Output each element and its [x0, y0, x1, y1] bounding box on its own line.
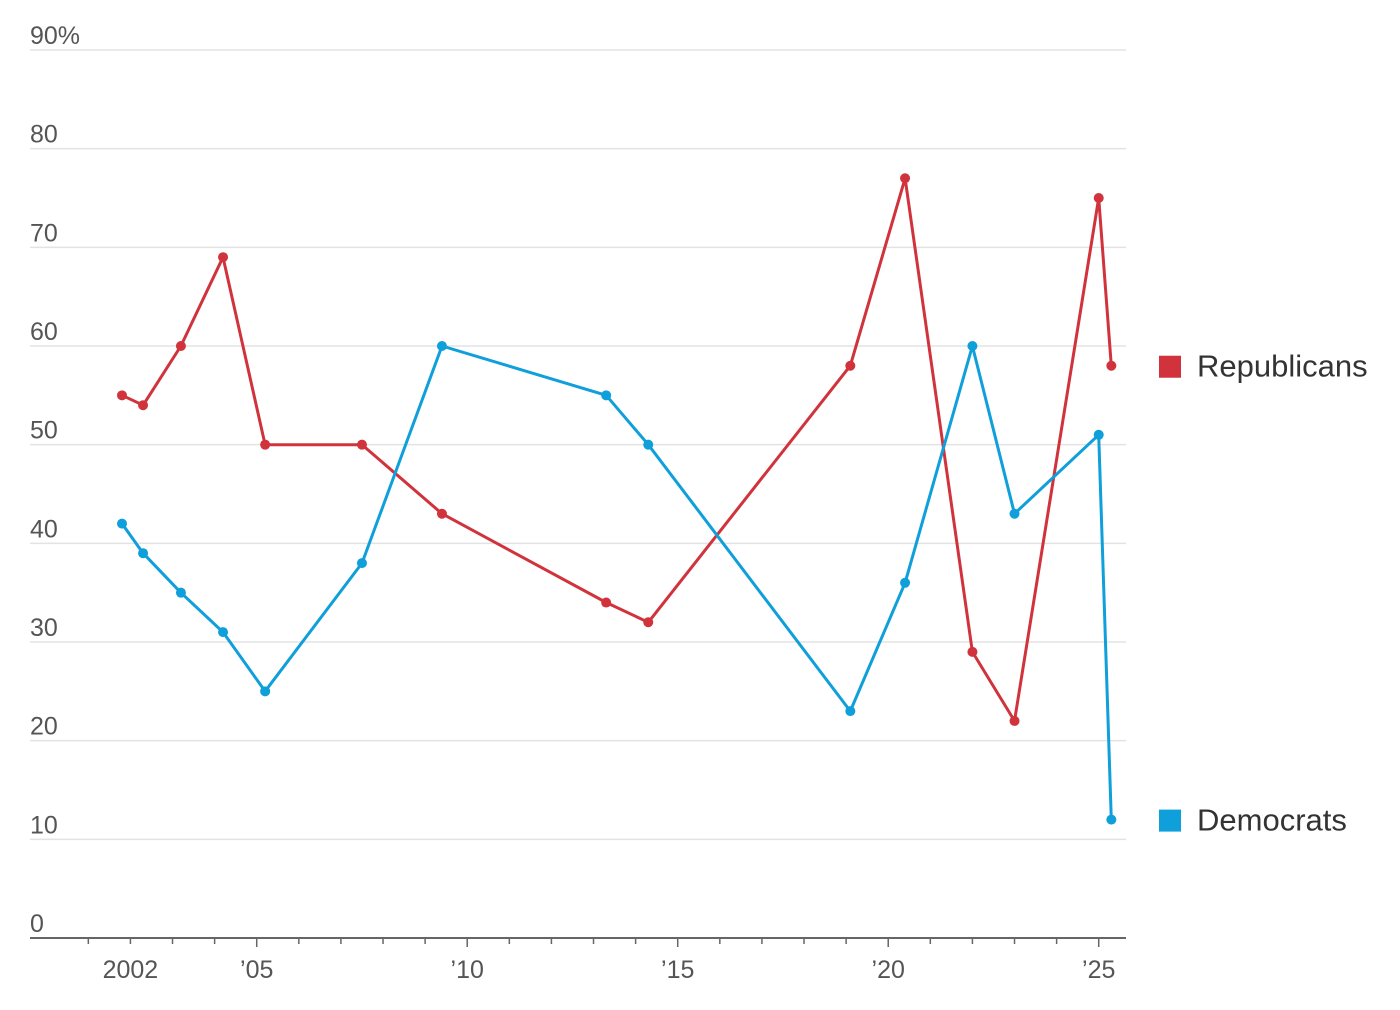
data-point-democrats — [218, 627, 229, 638]
data-point-republicans — [845, 360, 856, 371]
data-point-democrats — [138, 548, 149, 559]
data-point-democrats — [643, 439, 654, 450]
data-point-republicans — [601, 597, 612, 608]
data-point-democrats — [1106, 814, 1117, 825]
x-tick-label: ’10 — [451, 956, 484, 984]
x-tick-label: ’20 — [872, 956, 905, 984]
gridlines — [30, 49, 1126, 841]
data-point-republicans — [436, 508, 447, 519]
data-point-republicans — [175, 341, 186, 351]
data-point-democrats — [117, 518, 127, 529]
y-tick-label: 30 — [30, 614, 58, 642]
y-tick-label: 0 — [30, 910, 44, 938]
y-axis-tick-labels: 0 10 20 30 40 50 60 70 80 90% — [30, 22, 80, 938]
y-tick-label: 20 — [30, 713, 58, 741]
data-point-republicans — [356, 439, 367, 450]
data-point-republicans — [1009, 715, 1020, 726]
x-tick-label: 2002 — [103, 956, 159, 984]
data-point-republicans — [643, 617, 654, 628]
x-tick-label: ’05 — [240, 956, 273, 984]
data-point-republicans — [117, 390, 127, 401]
data-point-republicans — [967, 646, 978, 657]
data-point-democrats — [175, 587, 186, 598]
data-point-republicans — [1106, 360, 1117, 371]
data-point-republicans — [900, 173, 911, 184]
x-tick-label: ’25 — [1082, 956, 1115, 984]
data-point-democrats — [900, 577, 911, 588]
data-point-democrats — [1093, 429, 1104, 440]
y-tick-label: 60 — [30, 318, 58, 346]
data-point-republicans — [138, 400, 149, 411]
data-point-democrats — [1009, 508, 1020, 519]
data-point-democrats — [260, 686, 271, 697]
series-lines — [117, 173, 1117, 825]
y-tick-label: 40 — [30, 515, 58, 543]
data-point-democrats — [967, 341, 978, 351]
x-axis: 2002 ’05 ’10 ’15 ’20 ’25 — [30, 937, 1126, 984]
legend-label-republicans: Republicans — [1197, 349, 1368, 384]
y-tick-label: 80 — [30, 121, 58, 149]
y-tick-label: 90% — [30, 22, 80, 50]
y-tick-label: 10 — [30, 811, 58, 839]
data-point-republicans — [1093, 193, 1104, 203]
data-point-democrats — [356, 558, 367, 569]
legend: Republicans Democrats — [1159, 349, 1368, 838]
data-point-democrats — [436, 341, 447, 351]
y-tick-label: 70 — [30, 219, 58, 247]
legend-swatch-republicans — [1159, 355, 1181, 378]
y-tick-label: 50 — [30, 417, 58, 445]
legend-label-democrats: Democrats — [1197, 803, 1347, 838]
data-point-republicans — [260, 439, 271, 450]
series-line-republicans — [120, 176, 1113, 723]
data-point-democrats — [845, 706, 856, 717]
legend-swatch-democrats — [1159, 809, 1181, 832]
data-point-republicans — [218, 252, 229, 263]
data-point-democrats — [601, 390, 612, 401]
x-tick-label: ’15 — [661, 956, 694, 984]
